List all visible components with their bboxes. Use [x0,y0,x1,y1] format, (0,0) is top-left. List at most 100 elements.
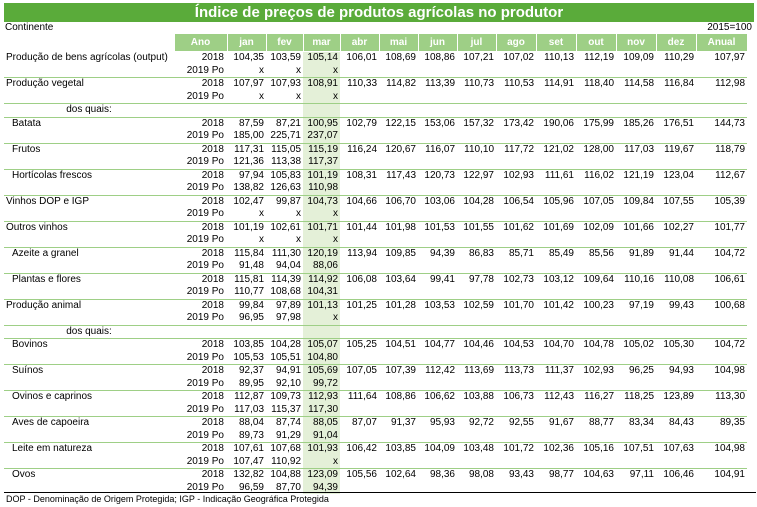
value-cell: 101,66 [616,220,656,234]
value-cell [616,65,656,78]
value-cell [379,352,418,365]
value-cell [696,352,747,365]
table-row: 2019 Po 89,95 92,10 99,72 [4,377,747,391]
value-cell: 97,89 [266,298,303,312]
value-cell: 113,38 [271,156,301,167]
value-cell [379,234,418,247]
value-cell [576,430,616,443]
row-year: 2018 [174,364,227,378]
value-cell: 93,43 [496,468,536,482]
value-cell: 128,00 [576,142,616,156]
row-year: 2019 Po [186,90,224,102]
value-cell [536,260,576,273]
value-cell: 91,37 [379,416,418,430]
row-year: 2019 Po [186,351,224,363]
value-cell: 106,61 [696,272,747,286]
table-row: 2019 Po 107,47 110,92 x [4,455,747,469]
value-cell [418,91,457,104]
value-cell: 185,00 [233,130,264,141]
value-cell [340,286,379,299]
table-row: 2019 Po 117,03 115,37 117,30 [4,403,747,417]
value-cell [696,103,747,117]
value-cell: 87,74 [266,416,303,430]
table-row: Bovinos 2018 103,85 104,28 105,07 105,25 104,5… [4,338,747,352]
value-cell [616,208,656,221]
value-cell: 94,91 [266,364,303,378]
value-cell: 105,96 [536,194,576,208]
value-cell [266,103,303,117]
value-cell: 94,93 [656,364,696,378]
value-cell [536,378,576,391]
value-cell [340,404,379,417]
value-cell [616,234,656,247]
value-cell: 126,63 [270,182,301,193]
value-cell: 104,72 [696,246,747,260]
value-cell: 117,31 [227,142,266,156]
value-cell: 106,70 [379,194,418,208]
value-cell: 100,23 [576,298,616,312]
row-year: 2019 Po [186,377,224,389]
value-cell: 105,51 [270,351,301,363]
value-cell [576,404,616,417]
value-cell: 102,93 [496,168,536,182]
row-year: 2019 Po [186,260,224,271]
table-row: 2019 Po 185,00 225,71 237,07 [4,130,747,143]
value-cell [457,404,496,417]
table-row: 2019 Po x x x [4,90,747,104]
value-cell: 103,85 [379,442,418,456]
value-cell [576,286,616,299]
row-label [4,456,174,469]
column-header: jun [418,34,458,52]
value-cell [457,324,496,339]
column-header: nov [616,34,657,52]
value-cell: 107,51 [616,442,656,456]
value-cell: 101,19 [227,220,266,234]
value-cell: 108,86 [379,390,418,404]
value-cell [496,352,536,365]
value-cell [536,234,576,247]
value-cell [457,378,496,391]
row-label: Batata [4,116,174,130]
value-cell: 104,80 [303,351,340,365]
value-cell [536,312,576,325]
value-cell: 84,43 [656,416,696,430]
table-row: Outros vinhos 2018 101,19 102,61 101,71 101,4… [4,220,747,234]
value-cell: 104,98 [696,442,747,456]
value-cell: 87,21 [266,116,303,130]
row-year: 2019 Po [186,403,224,415]
value-cell [418,103,457,117]
value-cell [696,156,747,169]
value-cell [656,352,696,365]
value-cell [418,260,457,273]
value-cell: 157,32 [457,116,496,130]
value-cell [576,260,616,273]
value-cell [457,65,496,78]
value-cell: 104,78 [576,338,616,352]
value-cell: 113,39 [418,77,457,91]
value-cell [616,324,656,339]
value-cell [340,130,379,143]
row-year: 2018 [174,168,227,182]
value-cell: 100,95 [303,116,340,130]
value-cell: 110,08 [656,272,696,286]
value-cell: 102,27 [656,220,696,234]
value-cell: 101,42 [536,298,576,312]
value-cell [536,430,576,443]
value-cell: 117,43 [379,168,418,182]
value-cell: 112,42 [418,364,457,378]
row-year: 2018 [174,416,227,430]
value-cell: 104,72 [696,338,747,352]
value-cell: 101,13 [303,298,340,312]
value-cell: 117,03 [616,142,656,156]
value-cell: 104,63 [576,468,616,482]
value-cell: 107,63 [656,442,696,456]
value-cell: 112,19 [576,51,616,65]
value-cell [576,156,616,169]
value-cell [696,65,747,78]
value-cell [457,456,496,469]
value-cell [457,156,496,169]
value-cell [656,156,696,169]
value-cell: 104,98 [696,364,747,378]
table-row: Vinhos DOP e IGP 2018 102,47 99,87 104,73 104… [4,194,747,208]
value-cell [576,378,616,391]
